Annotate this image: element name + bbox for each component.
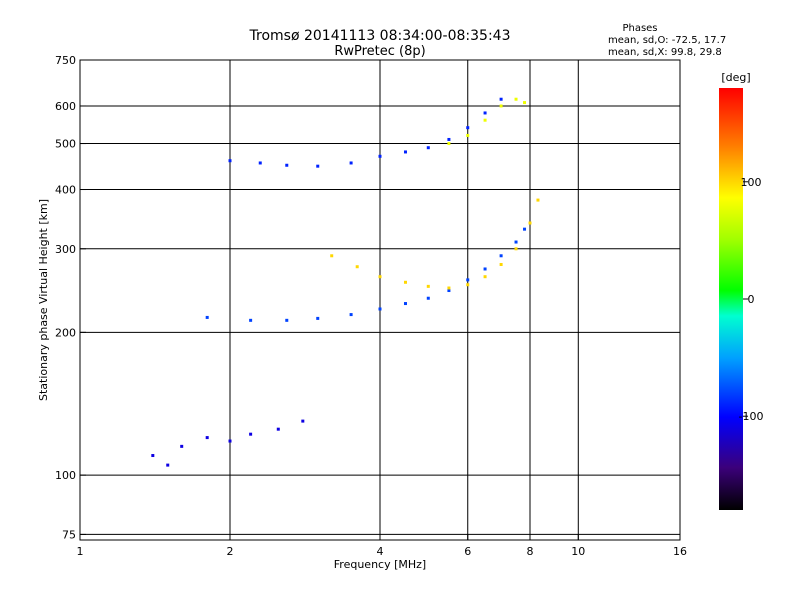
grid-lines bbox=[80, 60, 680, 540]
y-tick-label: 400 bbox=[55, 184, 76, 197]
data-point bbox=[285, 163, 289, 167]
y-axis-label: Stationary phase Virtual Height [km] bbox=[37, 199, 50, 401]
colorbar bbox=[719, 88, 743, 510]
x-tick-label: 1 bbox=[77, 545, 84, 558]
chart-subtitle: RwPretec (8p) bbox=[334, 44, 425, 59]
data-point bbox=[466, 278, 470, 282]
data-point bbox=[349, 161, 353, 165]
colorbar-tick-label: 100 bbox=[741, 176, 762, 189]
data-point bbox=[447, 286, 451, 290]
data-point bbox=[426, 296, 430, 300]
data-point bbox=[466, 283, 470, 287]
y-axis-ticks: 75 100 200 300 400 500 600 750 bbox=[55, 54, 86, 541]
data-point bbox=[483, 111, 487, 115]
colorbar-tick-label: 0 bbox=[748, 293, 755, 306]
data-point bbox=[499, 104, 503, 108]
data-point bbox=[514, 240, 518, 244]
data-point bbox=[499, 262, 503, 266]
y-tick-label: 500 bbox=[55, 138, 76, 151]
data-point bbox=[483, 118, 487, 122]
data-point bbox=[403, 302, 407, 306]
data-point bbox=[180, 444, 184, 448]
x-tick-label: 10 bbox=[571, 545, 585, 558]
data-point bbox=[151, 454, 155, 458]
colorbar-label: [deg] bbox=[721, 71, 750, 84]
stats-title: Phases bbox=[622, 23, 657, 34]
data-point bbox=[403, 280, 407, 284]
data-point bbox=[316, 164, 320, 168]
data-point bbox=[523, 101, 527, 105]
data-point bbox=[228, 159, 232, 163]
data-point bbox=[349, 313, 353, 317]
data-point bbox=[249, 318, 253, 322]
data-point bbox=[258, 161, 262, 165]
y-tick-label: 300 bbox=[55, 243, 76, 256]
y-tick-label: 750 bbox=[55, 54, 76, 67]
data-point bbox=[378, 307, 382, 311]
data-point bbox=[447, 142, 451, 146]
data-point bbox=[514, 97, 518, 101]
data-point bbox=[483, 267, 487, 271]
data-point bbox=[249, 432, 253, 436]
stats-line-x: mean, sd,X: 99.8, 29.8 bbox=[608, 47, 722, 58]
colorbar-tick-label: -100 bbox=[739, 410, 764, 423]
data-point bbox=[205, 315, 209, 319]
chart-title: Tromsø 20141113 08:34:00-08:35:43 bbox=[249, 28, 511, 44]
data-point bbox=[514, 247, 518, 251]
data-points bbox=[151, 97, 540, 467]
x-tick-label: 16 bbox=[673, 545, 687, 558]
x-tick-label: 6 bbox=[464, 545, 471, 558]
y-tick-label: 200 bbox=[55, 326, 76, 339]
x-tick-label: 2 bbox=[227, 545, 234, 558]
data-point bbox=[447, 137, 451, 141]
data-point bbox=[228, 439, 232, 443]
data-point bbox=[528, 221, 532, 225]
data-point bbox=[355, 265, 359, 269]
data-point bbox=[378, 275, 382, 279]
data-point bbox=[166, 463, 170, 467]
data-point bbox=[403, 150, 407, 154]
data-point bbox=[316, 316, 320, 320]
data-point bbox=[276, 427, 280, 431]
x-axis-ticks: 1 2 4 6 8 10 16 bbox=[77, 534, 687, 558]
data-point bbox=[447, 289, 451, 293]
x-tick-label: 4 bbox=[377, 545, 384, 558]
y-tick-label: 75 bbox=[62, 528, 76, 541]
data-point bbox=[499, 254, 503, 258]
data-point bbox=[285, 318, 289, 322]
y-tick-label: 100 bbox=[55, 469, 76, 482]
data-point bbox=[426, 284, 430, 288]
data-point bbox=[536, 198, 540, 202]
data-point bbox=[466, 133, 470, 137]
colorbar-ticks: 100 0 -100 bbox=[739, 176, 764, 423]
x-axis-label: Frequency [MHz] bbox=[334, 558, 426, 571]
data-point bbox=[378, 154, 382, 158]
y-tick-label: 600 bbox=[55, 100, 76, 113]
data-point bbox=[330, 254, 334, 258]
x-tick-label: 8 bbox=[527, 545, 534, 558]
data-point bbox=[466, 126, 470, 130]
data-point bbox=[205, 436, 209, 440]
data-point bbox=[483, 275, 487, 279]
data-point bbox=[523, 227, 527, 231]
stats-line-o: mean, sd,O: -72.5, 17.7 bbox=[608, 35, 726, 46]
data-point bbox=[499, 97, 503, 101]
data-point bbox=[426, 146, 430, 150]
data-point bbox=[301, 419, 305, 423]
